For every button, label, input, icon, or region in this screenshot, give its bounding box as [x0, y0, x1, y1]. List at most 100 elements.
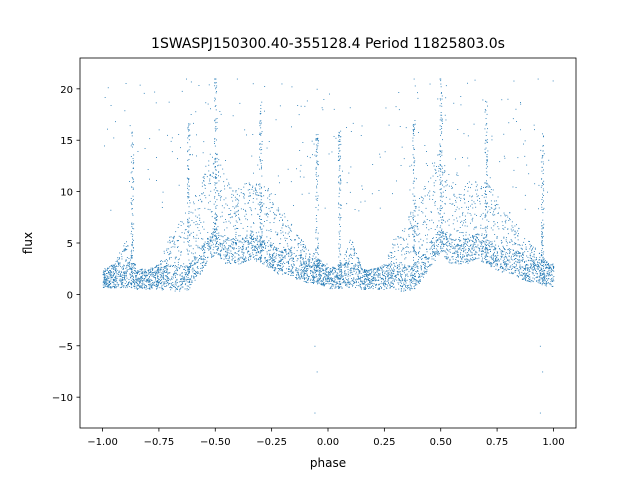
data-point	[143, 278, 145, 280]
data-point	[546, 272, 548, 274]
data-point	[316, 270, 317, 272]
data-point	[130, 272, 132, 273]
data-point	[422, 202, 424, 204]
data-point	[421, 258, 423, 260]
data-point	[194, 270, 196, 271]
data-point	[184, 273, 186, 275]
data-point	[527, 251, 529, 252]
data-point	[437, 240, 439, 242]
data-point	[310, 278, 312, 280]
data-point	[364, 275, 366, 277]
data-point	[179, 288, 181, 290]
data-point	[290, 239, 291, 240]
data-point	[467, 262, 469, 264]
data-point	[249, 238, 251, 239]
data-point	[373, 283, 375, 285]
data-point	[531, 263, 533, 265]
data-point	[495, 268, 497, 270]
data-point	[272, 266, 274, 268]
data-point	[189, 266, 191, 268]
data-point	[304, 263, 306, 265]
data-point	[514, 225, 516, 227]
data-point	[307, 282, 309, 284]
data-point	[157, 274, 159, 276]
data-point	[176, 279, 178, 281]
data-point	[408, 219, 410, 221]
data-point	[547, 263, 549, 265]
data-point	[511, 267, 513, 269]
data-point	[263, 247, 264, 249]
data-point	[444, 250, 446, 252]
data-point	[434, 252, 436, 253]
data-point	[380, 286, 382, 287]
data-point	[277, 273, 279, 275]
data-point	[230, 239, 232, 241]
data-point	[119, 258, 120, 260]
data-point	[210, 252, 212, 254]
data-point	[441, 244, 442, 246]
data-point	[425, 234, 426, 236]
data-point	[331, 279, 332, 281]
data-point	[520, 268, 522, 270]
data-point	[390, 266, 391, 268]
data-point	[241, 252, 243, 253]
data-point	[163, 282, 165, 284]
data-point	[226, 250, 228, 252]
data-point	[365, 274, 366, 275]
data-point	[123, 273, 125, 275]
data-point	[285, 250, 287, 252]
data-point	[378, 284, 380, 286]
data-point	[528, 269, 530, 270]
data-point	[434, 253, 436, 255]
data-point	[227, 237, 229, 238]
data-point	[171, 287, 173, 289]
data-point	[132, 279, 134, 281]
data-point	[264, 213, 266, 215]
data-point	[234, 196, 236, 198]
data-point	[300, 269, 302, 270]
data-point	[489, 246, 491, 248]
data-point	[483, 187, 484, 188]
data-point	[111, 276, 113, 278]
data-point	[346, 266, 348, 268]
data-point	[151, 285, 153, 287]
data-point	[349, 286, 350, 288]
data-point	[286, 253, 288, 255]
data-point	[475, 189, 477, 191]
data-point	[218, 171, 219, 173]
data-point	[478, 247, 480, 249]
data-point	[513, 234, 515, 236]
data-point	[187, 277, 189, 278]
data-point	[316, 263, 318, 265]
data-point	[261, 196, 263, 198]
data-point	[280, 251, 282, 253]
data-point	[394, 265, 395, 267]
data-point	[360, 281, 362, 283]
data-point	[221, 215, 223, 217]
data-point	[351, 248, 353, 250]
data-point	[532, 280, 534, 282]
data-point	[374, 268, 376, 270]
data-point	[440, 232, 441, 234]
data-point	[527, 256, 529, 258]
data-point	[377, 275, 379, 276]
data-point	[239, 235, 241, 237]
data-point	[449, 251, 451, 253]
data-point	[378, 283, 380, 285]
data-point	[464, 259, 466, 261]
data-point	[357, 276, 359, 277]
data-point	[261, 241, 263, 243]
data-point	[120, 265, 121, 267]
data-point	[230, 213, 231, 215]
data-point	[463, 242, 465, 244]
data-point	[545, 282, 547, 284]
data-point	[228, 262, 230, 263]
data-point	[533, 261, 535, 262]
data-point	[452, 239, 454, 240]
data-point	[110, 280, 112, 282]
data-point	[223, 249, 225, 251]
data-point	[263, 186, 265, 188]
data-point	[530, 264, 532, 266]
data-point	[108, 271, 109, 273]
